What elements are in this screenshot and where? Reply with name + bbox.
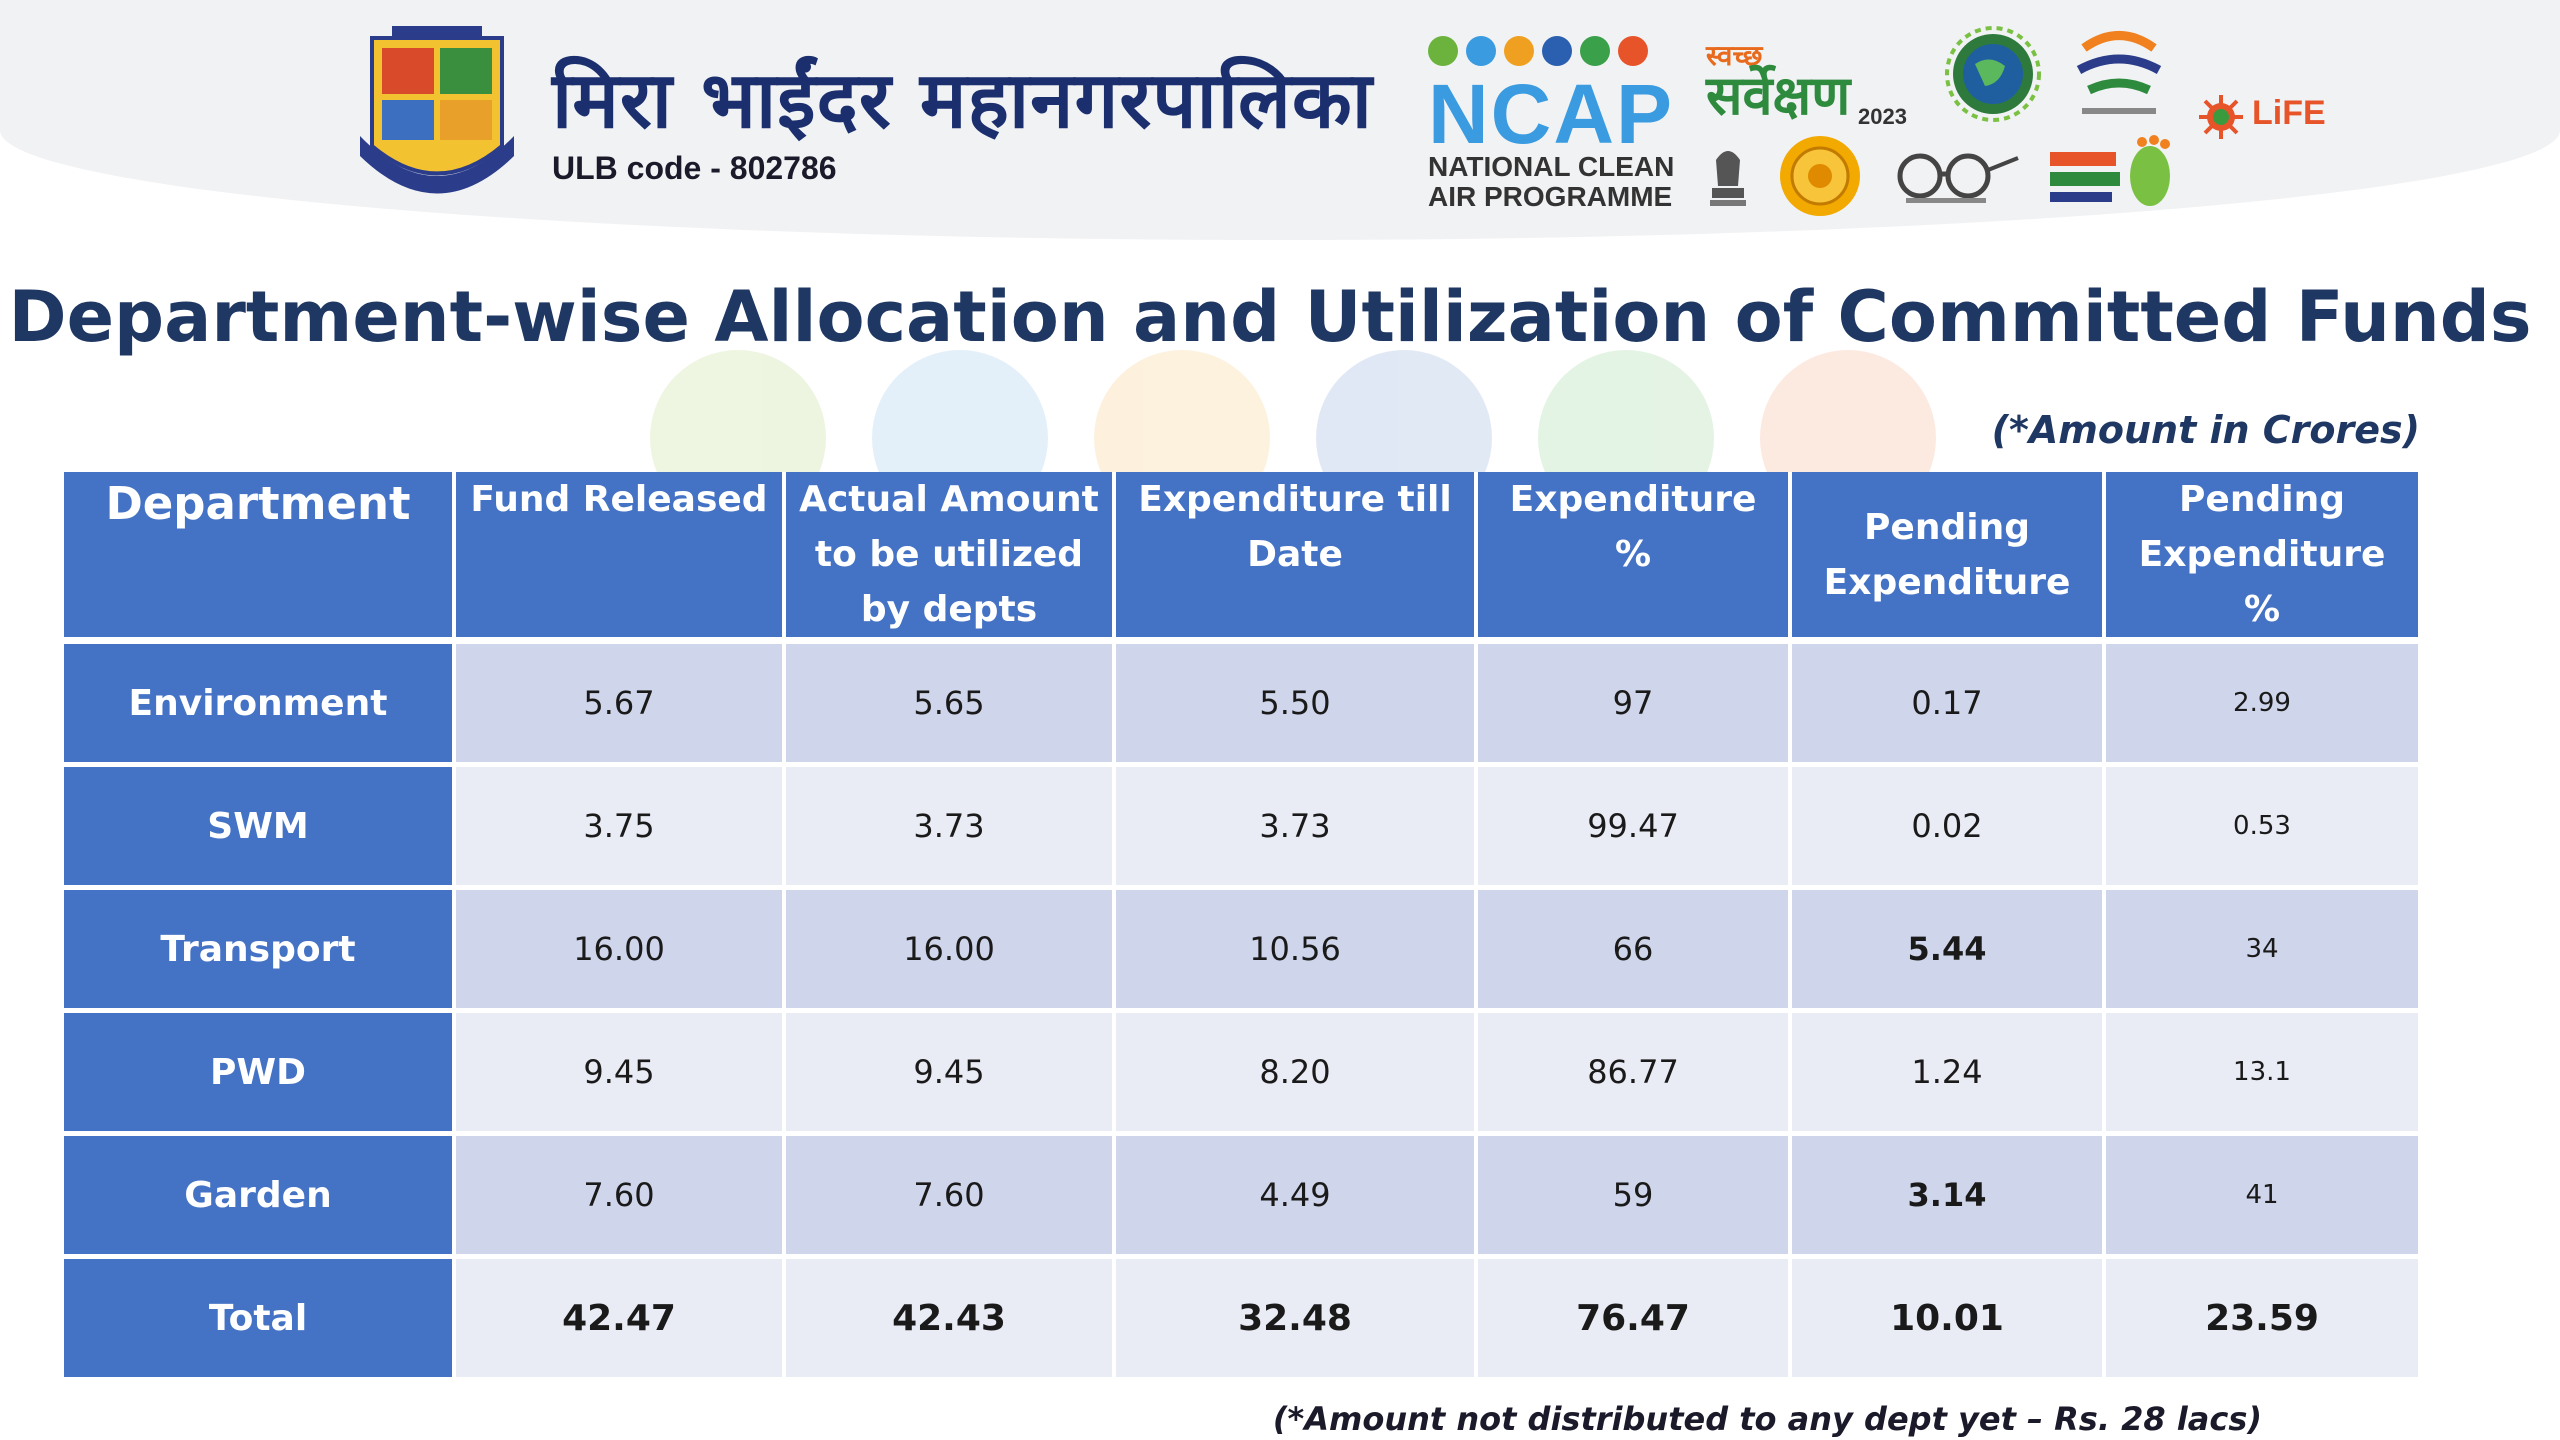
national-emblem-icon [1710,151,1746,206]
ncap-wordmark: NCAP [1428,67,1675,161]
column-header-pending-expenditure-pct: Pending Expenditure % [2104,472,2422,644]
pending-expenditure-pct-cell: 13.1 [2104,1010,2422,1136]
swachh-glasses-logo [1897,153,2019,203]
actual-amount-cell: 16.00 [784,887,1116,1013]
ncap-dot-icon [1542,36,1572,66]
department-cell: Transport [64,887,456,1013]
footnote: (*Amount not distributed to any dept yet… [1272,1400,2262,1438]
table-header-row: Department Fund Released Actual Amount t… [64,472,2422,644]
organization-name: मिरा भाईंदर महानगरपालिका [552,56,1373,146]
pending-expenditure-pct-cell: 34 [2104,887,2422,1013]
swachh-survekshan-small-text: स्वच्छ [1706,39,1763,72]
maharashtra-seal-icon [1780,136,1860,216]
actual-amount-cell: 3.73 [784,764,1116,890]
department-cell: PWD [64,1010,456,1136]
fund-released-cell: 5.67 [454,640,786,767]
ncap-dot-icon [1466,36,1496,66]
fund-allocation-table: Department Fund Released Actual Amount t… [64,472,2422,1382]
units-note: (*Amount in Crores) [1991,408,2420,452]
pending-expenditure-cell: 0.02 [1790,764,2106,890]
table-total-row: Total 42.47 42.43 32.48 76.47 10.01 23.5… [64,1256,2422,1382]
swachh-survekshan-logo: सर्वेक्षण [1706,64,1851,127]
table-row: Environment 5.67 5.65 5.50 97 0.17 2.99 [64,640,2422,767]
department-cell: SWM [64,764,456,890]
department-cell: Environment [64,640,456,767]
slide-title: Department-wise Allocation and Utilizati… [8,276,2532,358]
column-header-fund-released: Fund Released [454,472,786,644]
ncap-dot-icon [1504,36,1534,66]
fund-released-cell: 16.00 [454,887,786,1013]
department-cell: Garden [64,1133,456,1259]
expenditure-cell: 4.49 [1114,1133,1478,1259]
table-row: PWD 9.45 9.45 8.20 86.77 1.24 13.1 [64,1010,2422,1136]
expenditure-cell: 5.50 [1114,640,1478,767]
swachh-bharat-logo [2076,31,2162,114]
column-header-expenditure-pct: Expenditure % [1476,472,1792,644]
pending-expenditure-cell: 10.01 [1790,1256,2106,1382]
fund-released-cell: 9.45 [454,1010,786,1136]
expenditure-cell: 10.56 [1114,887,1478,1013]
column-header-actual-amount: Actual Amount to be utilized by depts [784,472,1116,644]
pending-expenditure-pct-cell: 2.99 [2104,640,2422,767]
ncap-logo [1428,36,1648,66]
pending-expenditure-pct-cell: 0.53 [2104,764,2422,890]
ncap-subtitle: NATIONAL CLEAN AIR PROGRAMME [1428,152,1674,212]
expenditure-pct-cell: 59 [1476,1133,1792,1259]
swachh-survekshan-year: 2023 [1858,104,1907,129]
life-wordmark: LiFE [2252,94,2326,132]
expenditure-cell: 3.73 [1114,764,1478,890]
expenditure-pct-cell: 86.77 [1476,1010,1792,1136]
ncap-dot-icon [1428,36,1458,66]
pending-expenditure-cell: 5.44 [1790,887,2106,1013]
ncap-dot-icon [1580,36,1610,66]
pending-expenditure-pct-cell: 41 [2104,1133,2422,1259]
corporation-emblem-icon [360,26,514,194]
safai-swachhata-logo [2050,135,2170,206]
actual-amount-cell: 7.60 [784,1133,1116,1259]
expenditure-cell: 8.20 [1114,1010,1478,1136]
life-logo [2199,95,2243,139]
pending-expenditure-cell: 0.17 [1790,640,2106,767]
table-row: SWM 3.75 3.73 3.73 99.47 0.02 0.53 [64,764,2422,890]
department-cell: Total [64,1256,456,1382]
pending-expenditure-cell: 1.24 [1790,1010,2106,1136]
table-row: Transport 16.00 16.00 10.56 66 5.44 34 [64,887,2422,1013]
globe-logo [1945,26,2041,122]
fund-released-cell: 42.47 [454,1256,786,1382]
column-header-department: Department [64,472,456,644]
ncap-subtitle-line2: AIR PROGRAMME [1428,181,1673,212]
pending-expenditure-pct-cell: 23.59 [2104,1256,2422,1382]
expenditure-pct-cell: 76.47 [1476,1256,1792,1382]
expenditure-pct-cell: 99.47 [1476,764,1792,890]
table-row: Garden 7.60 7.60 4.49 59 3.14 41 [64,1133,2422,1259]
column-header-pending-expenditure: Pending Expenditure [1790,472,2106,644]
column-header-expenditure: Expenditure till Date [1114,472,1478,644]
ncap-dot-icon [1618,36,1648,66]
actual-amount-cell: 5.65 [784,640,1116,767]
ncap-subtitle-line1: NATIONAL CLEAN [1428,151,1675,182]
expenditure-pct-cell: 97 [1476,640,1792,767]
actual-amount-cell: 9.45 [784,1010,1116,1136]
fund-released-cell: 3.75 [454,764,786,890]
fund-released-cell: 7.60 [454,1133,786,1259]
expenditure-pct-cell: 66 [1476,887,1792,1013]
actual-amount-cell: 42.43 [784,1256,1116,1382]
expenditure-cell: 32.48 [1114,1256,1478,1382]
ulb-code: ULB code - 802786 [552,150,837,186]
pending-expenditure-cell: 3.14 [1790,1133,2106,1259]
